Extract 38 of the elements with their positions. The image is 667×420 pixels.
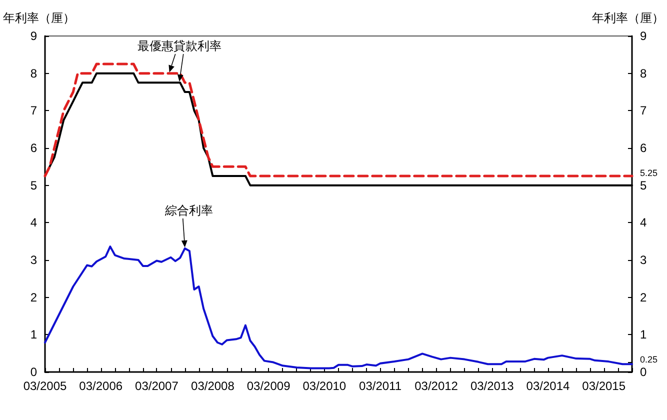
y2-axis-title: 年利率（厘） <box>592 11 664 25</box>
y2-tick-label: 9 <box>640 29 647 43</box>
annotation: 最優惠貸款利率 <box>137 39 222 53</box>
y-tick-label: 2 <box>30 290 38 304</box>
y2-tick-label: 7 <box>640 104 647 118</box>
y-tick-label: 8 <box>30 66 38 80</box>
y-tick-label: 0 <box>30 365 38 379</box>
y-tick-label: 1 <box>30 328 38 342</box>
y2-tick-label: 5.25 <box>640 168 658 178</box>
y2-tick-label: 5 <box>640 178 647 192</box>
y2-tick-label: 8 <box>640 66 647 80</box>
y2-tick-label: 2 <box>640 290 647 304</box>
y-tick-label: 3 <box>30 253 38 267</box>
x-tick-label: 03/2013 <box>470 379 514 393</box>
x-tick-label: 03/2010 <box>302 379 346 393</box>
x-tick-label: 03/2006 <box>79 379 123 393</box>
x-tick-label: 03/2014 <box>526 379 570 393</box>
y-tick-label: 9 <box>30 29 38 43</box>
annotation: 綜合利率 <box>164 203 213 218</box>
x-tick-label: 03/2007 <box>135 379 179 393</box>
x-tick-label: 03/2015 <box>582 379 626 393</box>
y-tick-label: 5 <box>30 178 38 192</box>
x-tick-label: 03/2008 <box>191 379 235 393</box>
y-tick-label: 7 <box>30 104 38 118</box>
x-tick-label: 03/2005 <box>23 379 68 393</box>
y2-tick-label: 0.25 <box>640 354 658 365</box>
x-tick-label: 03/2012 <box>414 379 458 393</box>
y2-tick-label: 4 <box>640 216 647 230</box>
x-tick-label: 03/2011 <box>359 379 402 393</box>
x-tick-label: 03/2009 <box>246 379 291 393</box>
y-axis-title: 年利率（厘） <box>3 11 75 25</box>
y-tick-label: 6 <box>30 141 38 155</box>
y2-tick-label: 3 <box>640 253 647 267</box>
y2-tick-label: 1 <box>640 328 647 342</box>
line-series <box>44 62 634 178</box>
y-tick-label: 4 <box>30 216 38 230</box>
y2-tick-label: 6 <box>640 141 647 155</box>
y2-tick-label: 0 <box>640 365 647 379</box>
